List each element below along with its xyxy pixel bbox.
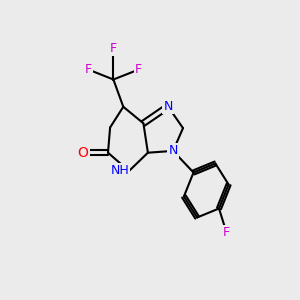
Text: N: N [163,100,173,113]
Text: O: O [78,146,88,160]
Text: NH: NH [110,164,129,178]
Text: F: F [223,226,230,239]
Text: F: F [85,63,92,76]
Text: F: F [110,41,117,55]
Text: N: N [168,144,178,158]
Text: F: F [135,63,142,76]
